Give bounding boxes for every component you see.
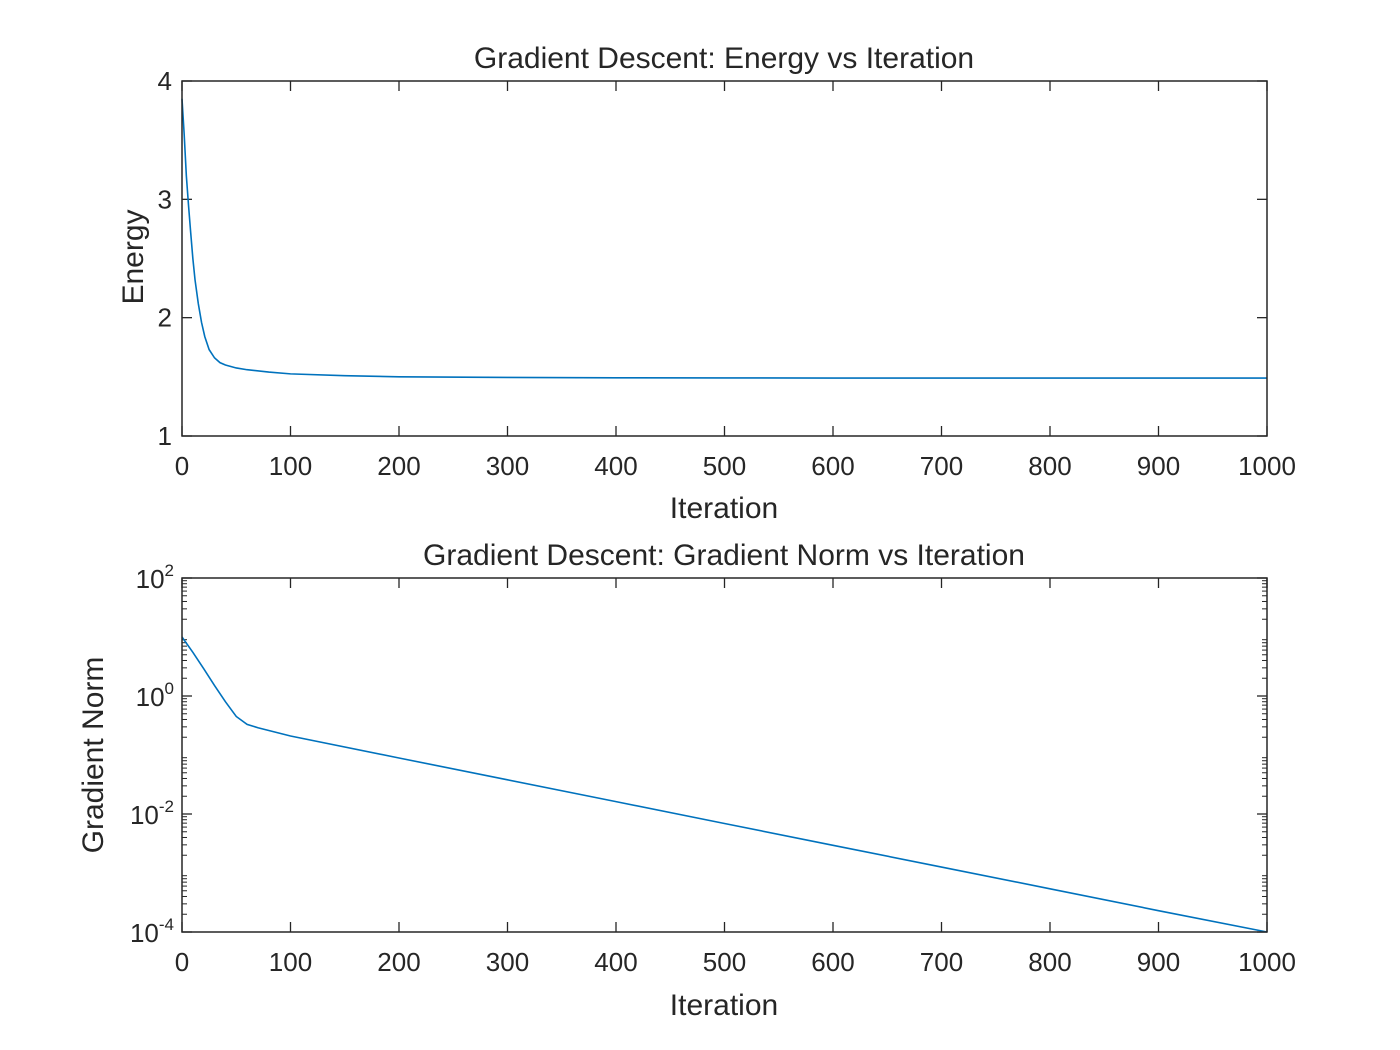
y-tick-label-base: 10 (130, 918, 159, 948)
y-tick-label: 2 (158, 303, 172, 333)
x-tick-label: 100 (269, 947, 312, 977)
y-tick-label-base: 10 (130, 800, 159, 830)
y-tick-label-exponent: 2 (165, 561, 174, 580)
energy-series-line (181, 98, 1267, 379)
x-tick-label: 1000 (1238, 947, 1296, 977)
gradient-norm-plot-frame (181, 577, 1268, 933)
energy-plot-frame (181, 80, 1268, 437)
y-tick-label-exponent: -2 (159, 797, 174, 816)
x-tick-label: 300 (486, 451, 529, 481)
x-tick-label: 900 (1137, 947, 1180, 977)
gradient-norm-series-line (181, 636, 1268, 933)
y-tick-label-base: 10 (136, 564, 165, 594)
gradient-norm-plot-title: Gradient Descent: Gradient Norm vs Itera… (423, 539, 1025, 572)
x-tick-label: 500 (703, 947, 746, 977)
gradient-norm-plot: Gradient Descent: Gradient Norm vs Itera… (77, 539, 1296, 1022)
x-tick-label: 400 (594, 947, 637, 977)
x-tick-label: 0 (175, 451, 189, 481)
y-tick-label: 1 (158, 421, 172, 451)
x-tick-label: 700 (920, 451, 963, 481)
x-tick-label: 700 (920, 947, 963, 977)
y-tick-label-exponent: -4 (159, 915, 174, 934)
x-tick-label: 1000 (1238, 451, 1296, 481)
energy-plot-ticks: 0 100 200 300 400 500 600 700 800 900 1000 1 2 3 4 (158, 66, 1296, 481)
x-tick-label: 600 (811, 451, 854, 481)
gradient-norm-plot-ylabel: Gradient Norm (77, 657, 110, 854)
gradient-norm-plot-xlabel: Iteration (670, 989, 778, 1022)
energy-plot-ylabel: Energy (117, 209, 150, 304)
y-tick-label-exponent: 0 (165, 679, 174, 698)
y-tick-label: 4 (158, 66, 172, 96)
y-tick-label: 100 (136, 679, 174, 712)
x-tick-label: 500 (703, 451, 746, 481)
x-tick-label: 0 (175, 947, 189, 977)
x-tick-label: 300 (486, 947, 529, 977)
x-tick-label: 900 (1137, 451, 1180, 481)
y-tick-label: 3 (158, 184, 172, 214)
x-tick-label: 600 (811, 947, 854, 977)
x-tick-label: 800 (1028, 947, 1071, 977)
energy-plot: Gradient Descent: Energy vs Iteration It… (117, 42, 1296, 525)
y-tick-label: 10-4 (130, 915, 174, 948)
x-tick-label: 100 (269, 451, 312, 481)
energy-plot-xlabel: Iteration (670, 492, 778, 525)
x-tick-label: 400 (594, 451, 637, 481)
x-tick-label: 200 (377, 947, 420, 977)
energy-plot-title: Gradient Descent: Energy vs Iteration (474, 42, 974, 75)
y-tick-label: 102 (136, 561, 174, 594)
y-tick-label: 10-2 (130, 797, 174, 830)
x-tick-label: 200 (377, 451, 420, 481)
x-tick-label: 800 (1028, 451, 1071, 481)
y-tick-label-base: 10 (136, 682, 165, 712)
